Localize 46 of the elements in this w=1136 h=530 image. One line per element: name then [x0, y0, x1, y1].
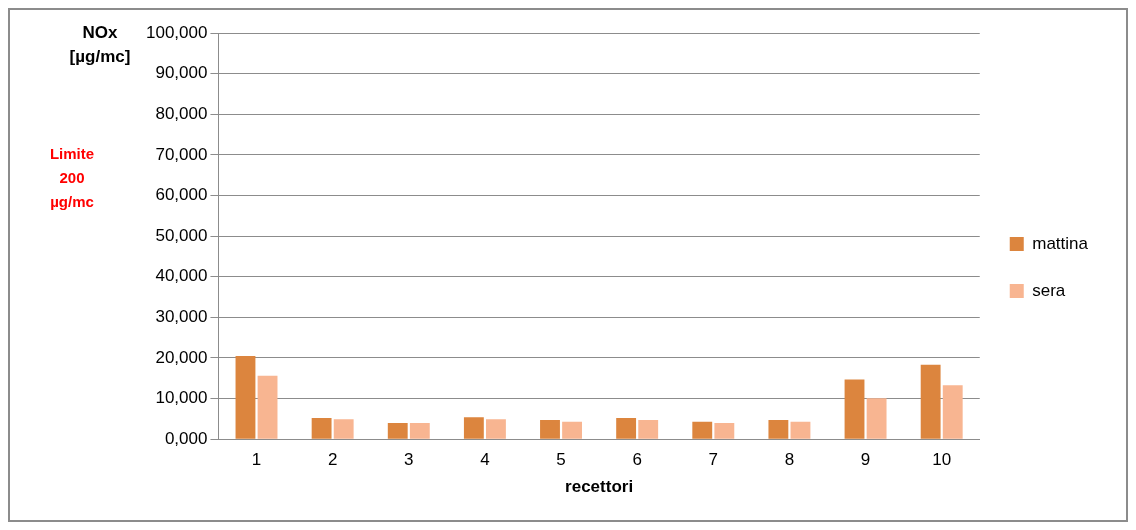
text: Limite 200 µg/mc: [49, 144, 95, 210]
bar: [866, 398, 887, 439]
y-tick-label: 30,000: [155, 307, 208, 327]
bar: [714, 422, 735, 439]
bar: [844, 379, 865, 439]
bar: [463, 417, 484, 439]
x-tick-label: 3: [404, 450, 414, 470]
bar: [409, 422, 430, 439]
bar: [790, 421, 811, 439]
y-tick-label: 100,000: [146, 22, 208, 42]
y-tick-label: 60,000: [155, 185, 208, 205]
bar: [486, 419, 506, 439]
bar: [616, 418, 637, 439]
x-tick-label: 6: [632, 450, 642, 470]
bar: [257, 375, 278, 439]
y-tick-label: 50,000: [155, 225, 208, 245]
y-tick-label: 0,000: [164, 428, 208, 448]
y-tick-label: 20,000: [155, 347, 208, 367]
bar: [235, 355, 256, 439]
bar: [692, 421, 713, 439]
y-tick-label: 40,000: [155, 266, 208, 286]
bar: [638, 420, 659, 439]
bar: [333, 419, 354, 439]
x-tick-label: 1: [251, 450, 262, 470]
bar: [387, 422, 408, 439]
x-axis-title: recettori: [565, 477, 634, 497]
y-tick-label: 80,000: [155, 103, 208, 123]
y-tick-label: 90,000: [155, 63, 208, 83]
x-tick-label: 9: [860, 450, 871, 470]
bar: [562, 421, 583, 439]
y-tick-label: 10,000: [155, 388, 208, 408]
x-tick-label: 8: [784, 450, 795, 470]
x-tick-label: 5: [556, 450, 566, 470]
y-axis-title: NOx [µg/mc]: [69, 23, 131, 67]
x-tick-label: 7: [708, 450, 719, 470]
legend-label: sera: [1032, 280, 1066, 300]
bar: [540, 420, 560, 439]
bar: [920, 364, 941, 439]
bar: [942, 385, 963, 439]
bar: [768, 420, 789, 439]
x-tick-label: 4: [480, 450, 490, 470]
x-tick-label: 2: [327, 450, 338, 470]
x-tick-label: 10: [932, 450, 952, 470]
legend-label: mattina: [1032, 233, 1089, 253]
bar: [311, 418, 332, 439]
y-tick-label: 70,000: [155, 144, 208, 164]
